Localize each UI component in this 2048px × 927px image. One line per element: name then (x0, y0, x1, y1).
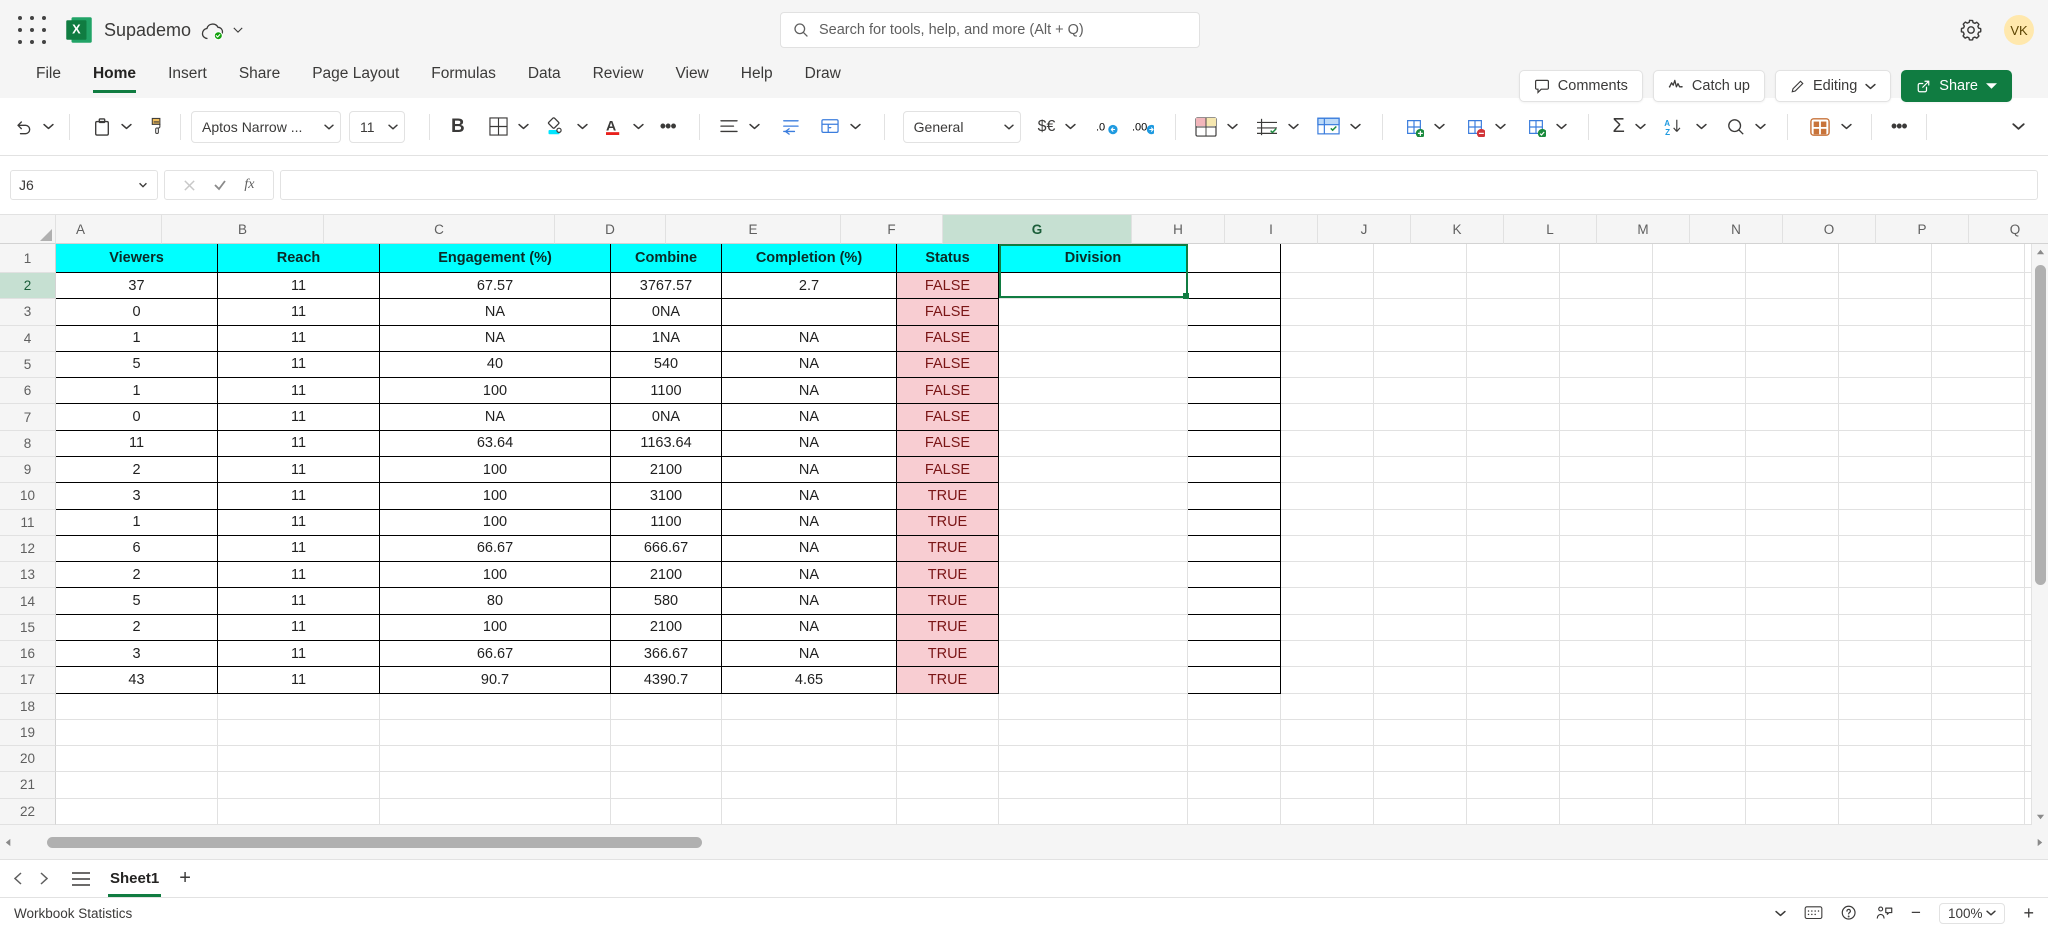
svg-text:X: X (72, 21, 81, 36)
svg-text:A: A (1664, 119, 1670, 128)
svg-text:A: A (606, 118, 616, 134)
svg-text:.00: .00 (1132, 121, 1147, 133)
svg-text:.0: .0 (1096, 121, 1105, 133)
svg-text:Z: Z (1665, 128, 1670, 136)
